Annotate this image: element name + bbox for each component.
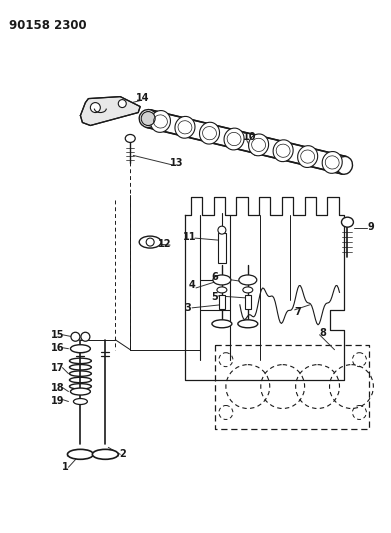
Ellipse shape [68,449,93,459]
FancyBboxPatch shape [218,233,226,263]
Circle shape [118,100,126,108]
Ellipse shape [336,157,353,174]
Ellipse shape [249,134,269,156]
Text: 13: 13 [170,158,184,168]
Circle shape [218,226,226,234]
Circle shape [141,111,155,125]
Ellipse shape [151,110,170,132]
Text: 5: 5 [212,292,218,302]
Ellipse shape [125,134,135,142]
Text: 1: 1 [62,462,69,472]
Text: 9: 9 [368,222,375,232]
Circle shape [71,332,80,341]
Circle shape [146,238,154,246]
Ellipse shape [213,275,231,285]
Ellipse shape [70,345,90,353]
Text: 2: 2 [119,449,126,459]
Ellipse shape [139,236,161,248]
Polygon shape [185,197,344,379]
Ellipse shape [322,151,342,173]
Ellipse shape [70,388,90,395]
Circle shape [81,332,90,341]
Ellipse shape [298,146,317,167]
FancyBboxPatch shape [219,295,225,309]
Ellipse shape [273,140,293,161]
Text: 18: 18 [51,383,64,393]
Text: 11: 11 [183,232,197,242]
Ellipse shape [212,320,232,328]
Ellipse shape [74,399,87,405]
Text: 12: 12 [158,239,172,249]
Text: 6: 6 [212,272,218,282]
Text: 14: 14 [136,93,150,102]
Text: 8: 8 [319,328,326,338]
Text: 4: 4 [188,280,196,290]
Ellipse shape [238,320,258,328]
Text: 3: 3 [185,303,192,313]
Text: 19: 19 [51,395,64,406]
Ellipse shape [217,287,227,293]
Circle shape [90,102,100,112]
Ellipse shape [239,275,257,285]
Ellipse shape [199,122,219,144]
Text: 15: 15 [51,330,64,340]
Ellipse shape [243,287,253,293]
Ellipse shape [224,128,244,150]
Ellipse shape [139,110,157,127]
FancyBboxPatch shape [245,295,251,309]
Text: 16: 16 [51,343,64,353]
Text: 10: 10 [243,133,256,142]
Text: 17: 17 [51,362,64,373]
Polygon shape [81,96,140,125]
Ellipse shape [341,217,353,227]
Text: 7: 7 [294,307,301,317]
Ellipse shape [175,116,195,138]
Ellipse shape [92,449,118,459]
Text: 90158 2300: 90158 2300 [9,19,86,32]
